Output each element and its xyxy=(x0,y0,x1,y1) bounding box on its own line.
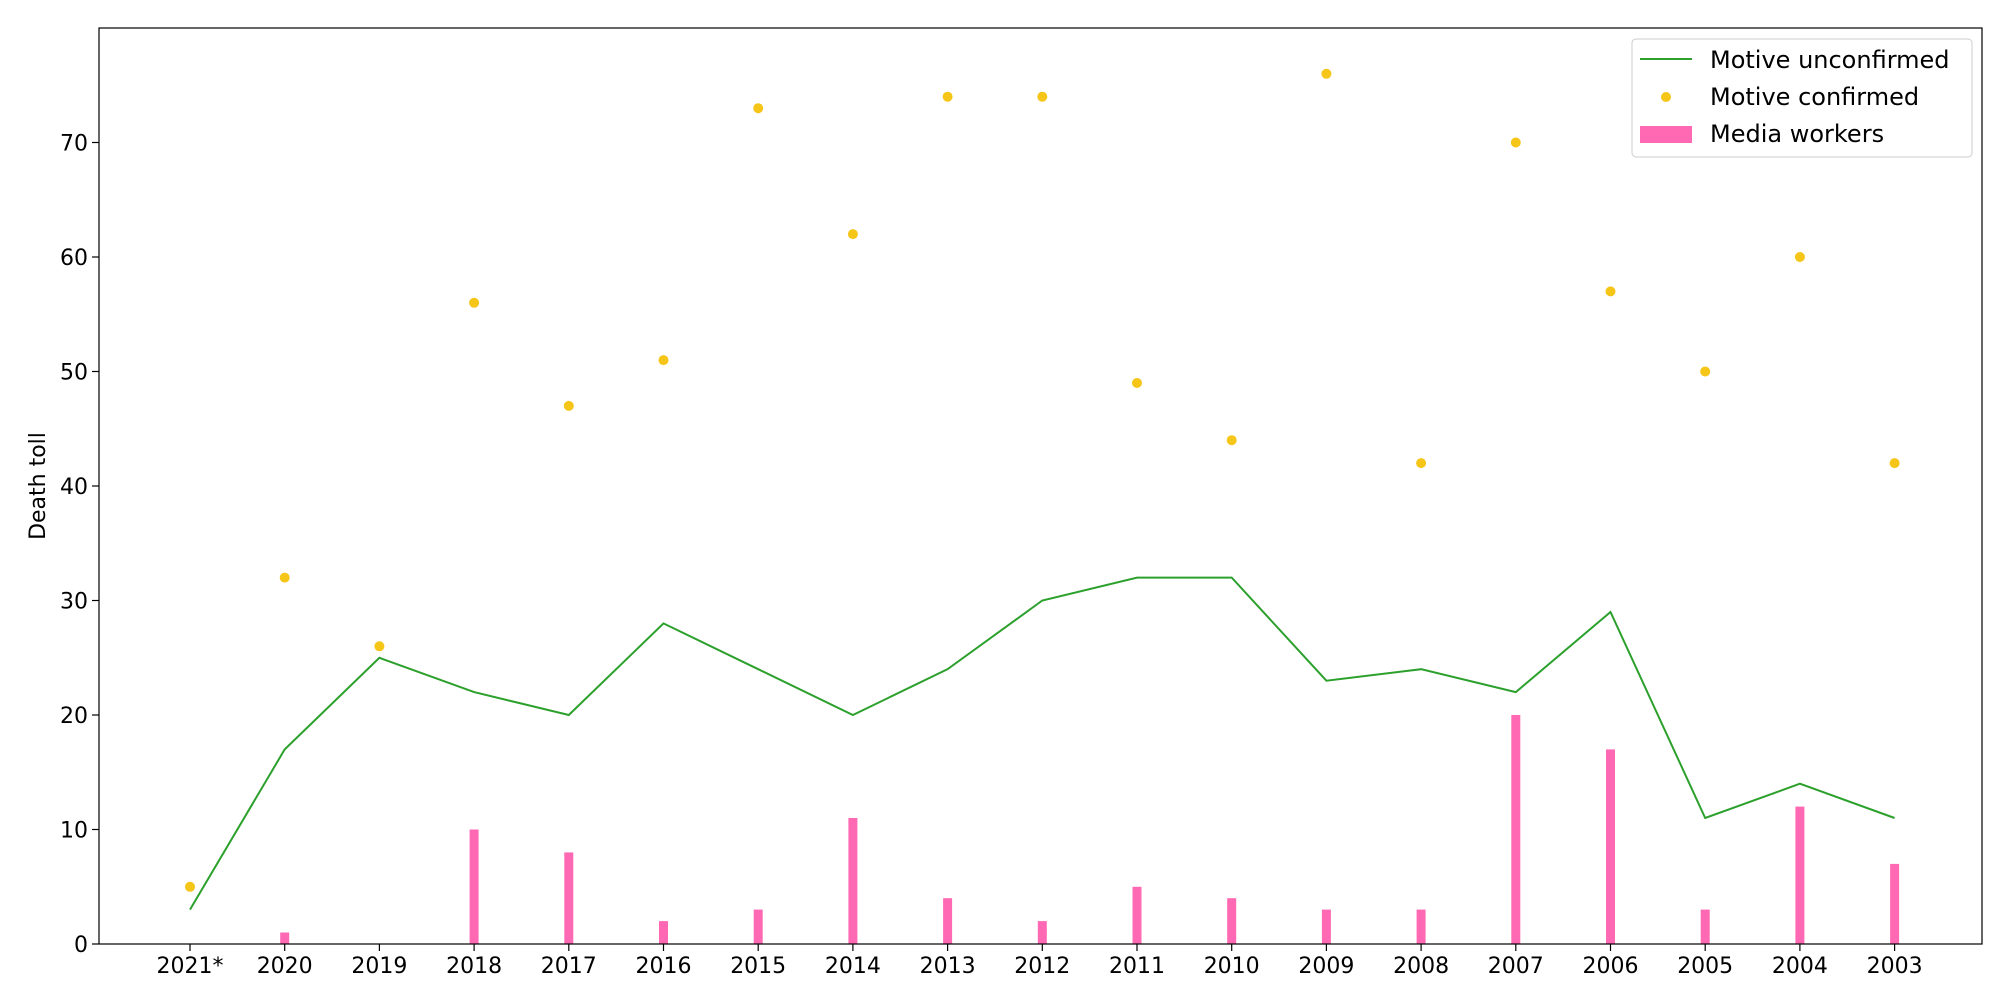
x-axis: 2021* 2020 2019 2018 2017 2016 2015 2014 2013 201… xyxy=(157,944,1923,979)
x-tick-label-2014: 2014 xyxy=(825,954,881,979)
point-motive-confirmed-2010 xyxy=(1226,435,1237,446)
point-motive-confirmed-2021* xyxy=(185,881,195,892)
y-tick-label-40: 40 xyxy=(60,475,88,500)
bar-media-workers-2007 xyxy=(1511,715,1521,944)
point-motive-confirmed-2008 xyxy=(1416,458,1427,469)
legend-swatch-motive-confirmed xyxy=(1661,92,1671,102)
y-tick-label-0: 0 xyxy=(74,933,88,958)
point-motive-confirmed-2004 xyxy=(1794,252,1805,262)
y-tick-label-10: 10 xyxy=(60,819,88,844)
y-axis: 0 10 20 30 40 50 60 70 xyxy=(60,132,99,958)
point-motive-confirmed-2016 xyxy=(658,355,669,366)
legend-label-media-workers: Media workers xyxy=(1710,120,1884,148)
point-motive-confirmed-2007 xyxy=(1510,137,1521,148)
x-tick-label-2013: 2013 xyxy=(920,954,976,979)
points-layer xyxy=(185,68,1900,892)
x-tick-label-2019: 2019 xyxy=(351,954,407,979)
bar-media-workers-2009 xyxy=(1321,909,1331,944)
point-motive-confirmed-2013 xyxy=(942,91,953,102)
legend-swatch-media-workers xyxy=(1640,126,1692,143)
y-tick-label-20: 20 xyxy=(60,704,88,729)
point-motive-confirmed-2005 xyxy=(1700,366,1711,377)
x-tick-label-2012: 2012 xyxy=(1014,954,1070,979)
y-tick-label-50: 50 xyxy=(60,361,88,386)
bar-media-workers-2020 xyxy=(280,932,290,944)
bar-media-workers-2005 xyxy=(1700,909,1710,944)
bar-media-workers-2016 xyxy=(659,921,668,944)
bar-media-workers-2017 xyxy=(564,852,574,944)
legend-label-motive-confirmed: Motive confirmed xyxy=(1710,83,1919,111)
y-tick-label-70: 70 xyxy=(60,132,88,157)
bar-media-workers-2004 xyxy=(1795,806,1805,944)
y-axis-label: Death toll xyxy=(26,432,51,540)
bar-media-workers-2013 xyxy=(943,898,953,944)
x-tick-label-2015: 2015 xyxy=(730,954,786,979)
point-motive-confirmed-2017 xyxy=(563,400,574,411)
x-tick-label-2005: 2005 xyxy=(1677,954,1733,979)
point-motive-confirmed-2006 xyxy=(1605,286,1616,297)
bar-media-workers-2018 xyxy=(469,829,479,944)
x-tick-label-2011: 2011 xyxy=(1109,954,1165,979)
bar-media-workers-2014 xyxy=(848,818,858,944)
bar-media-workers-2015 xyxy=(753,909,763,944)
point-motive-confirmed-2011 xyxy=(1132,378,1142,388)
point-motive-confirmed-2012 xyxy=(1037,91,1048,102)
bar-media-workers-2011 xyxy=(1132,886,1142,945)
bar-media-workers-2012 xyxy=(1037,921,1047,944)
point-motive-confirmed-2003 xyxy=(1889,458,1900,469)
y-tick-label-30: 30 xyxy=(60,590,88,615)
x-tick-label-2006: 2006 xyxy=(1583,954,1639,979)
line-layer xyxy=(189,576,1895,911)
x-tick-label-2018: 2018 xyxy=(446,954,502,979)
x-tick-label-2020: 2020 xyxy=(257,954,313,979)
point-motive-confirmed-2018 xyxy=(469,297,480,308)
x-tick-label-2021*: 2021* xyxy=(157,954,224,979)
legend-label-motive-unconfirmed: Motive unconfirmed xyxy=(1710,46,1950,74)
series-line-motive-unconfirmed xyxy=(189,576,1895,911)
y-tick-label-60: 60 xyxy=(60,246,88,271)
bars-layer xyxy=(280,715,1900,945)
x-tick-label-2017: 2017 xyxy=(541,954,597,979)
x-tick-label-2004: 2004 xyxy=(1772,954,1828,979)
legend-box xyxy=(1631,38,1973,158)
x-tick-label-2003: 2003 xyxy=(1867,954,1923,979)
point-motive-confirmed-2020 xyxy=(279,572,290,583)
bar-media-workers-2006 xyxy=(1606,749,1615,944)
x-tick-label-2007: 2007 xyxy=(1488,954,1544,979)
bar-media-workers-2003 xyxy=(1890,863,1900,944)
x-tick-label-2008: 2008 xyxy=(1393,954,1449,979)
point-motive-confirmed-2009 xyxy=(1321,68,1332,79)
x-tick-label-2010: 2010 xyxy=(1204,954,1260,979)
legend: Motive unconfirmed Motive confirmed Medi… xyxy=(1631,38,1973,158)
point-motive-confirmed-2019 xyxy=(374,641,385,652)
bar-media-workers-2010 xyxy=(1227,898,1237,944)
x-tick-label-2009: 2009 xyxy=(1298,954,1354,979)
x-tick-label-2016: 2016 xyxy=(636,954,692,979)
point-motive-confirmed-2014 xyxy=(847,229,858,240)
bar-media-workers-2008 xyxy=(1416,909,1426,944)
point-motive-confirmed-2015 xyxy=(753,103,764,114)
